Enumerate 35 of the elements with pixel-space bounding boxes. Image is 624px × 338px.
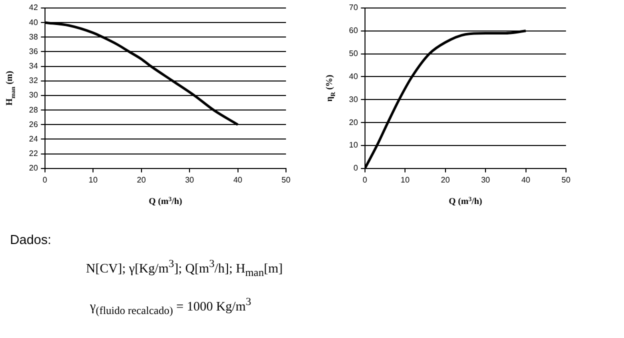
y-tick-label: 24 [28, 134, 38, 144]
y-tick-label: 38 [28, 32, 38, 42]
y-tick-label: 36 [28, 46, 38, 56]
y-tick-label: 50 [348, 49, 358, 58]
y-tick-label: 20 [348, 118, 358, 127]
x-tick-label: 40 [521, 175, 531, 184]
y-tick-label: 32 [28, 76, 38, 86]
y-tick-label: 40 [28, 18, 38, 27]
x-tick-label: 10 [400, 175, 410, 184]
text: γ$_{(fluido recalcado)}$ = 1000 Kg/m$^{3}$ [90, 296, 252, 317]
x-tick-label: 40 [233, 175, 243, 184]
y-tick-label: 30 [348, 94, 358, 104]
x-tick-label: 30 [481, 175, 491, 184]
x-tick-label: 20 [440, 175, 450, 184]
y-tick-label: 60 [348, 26, 358, 36]
x-tick-label: 20 [136, 175, 146, 184]
x-tick-label: 30 [185, 175, 195, 184]
y-tick-label: 20 [28, 164, 38, 173]
x-tick-label: 0 [42, 175, 48, 184]
x-tick-label: 50 [562, 175, 571, 184]
x-tick-label: 0 [362, 175, 368, 184]
text: N[CV]; γ[Kg/m$^{3}$]; Q[m$^{3}$/h]; H$_{man}$[m] [86, 258, 283, 279]
y-tick-label: 30 [28, 90, 38, 100]
y-tick-label: 40 [348, 72, 358, 81]
y-tick-label: 34 [28, 62, 38, 71]
y-tick-label: 10 [348, 140, 358, 150]
y-tick-label: 22 [28, 149, 38, 158]
y-tick-label: 70 [348, 3, 358, 12]
y-tick-label: 26 [28, 120, 38, 129]
text: Dados: [10, 232, 52, 247]
y-tick-label: 42 [28, 3, 38, 12]
y-tick-label: 0 [353, 164, 358, 173]
x-tick-label: 10 [88, 175, 98, 184]
x-tick-label: 50 [282, 175, 291, 184]
y-tick-label: 28 [28, 105, 38, 114]
